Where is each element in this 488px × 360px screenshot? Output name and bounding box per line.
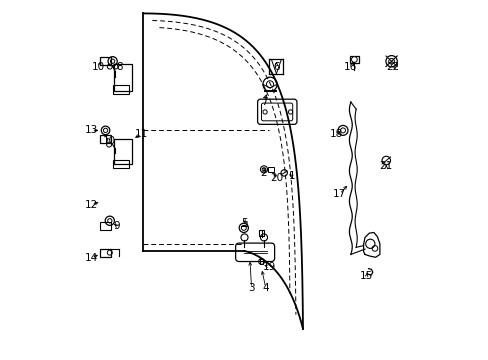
Text: 13: 13 [84, 125, 98, 135]
Bar [268, 167, 273, 172]
Text: 14: 14 [84, 253, 98, 263]
Text: 6: 6 [272, 62, 279, 72]
Text: 8: 8 [116, 62, 123, 72]
Text: 2: 2 [260, 168, 267, 178]
Text: 10: 10 [102, 136, 116, 146]
Text: 22: 22 [386, 62, 399, 72]
Text: 15: 15 [360, 271, 373, 281]
Bar [114, 64, 132, 90]
Text: 19: 19 [262, 262, 275, 272]
Text: 17: 17 [332, 189, 346, 199]
Bar [100, 57, 111, 65]
Text: 5: 5 [241, 217, 247, 228]
Bar [100, 135, 111, 143]
Text: 12: 12 [84, 200, 98, 210]
Bar [100, 222, 111, 230]
Text: 11: 11 [135, 129, 148, 139]
Bar [349, 56, 358, 63]
Text: 18: 18 [329, 129, 343, 139]
Bar [259, 230, 264, 237]
Bar [259, 259, 263, 264]
Text: 7: 7 [260, 97, 267, 107]
Text: 9: 9 [113, 221, 120, 231]
Text: 10: 10 [92, 62, 105, 72]
Text: 1: 1 [288, 171, 295, 181]
Text: 4: 4 [262, 283, 268, 293]
Text: 21: 21 [379, 161, 392, 171]
Text: 20: 20 [269, 173, 283, 183]
Bar [100, 249, 111, 257]
Bar [113, 159, 129, 168]
Text: 16: 16 [344, 62, 357, 72]
Bar [113, 85, 129, 94]
Text: 3: 3 [248, 283, 254, 293]
Bar [114, 139, 132, 164]
Circle shape [351, 57, 356, 62]
